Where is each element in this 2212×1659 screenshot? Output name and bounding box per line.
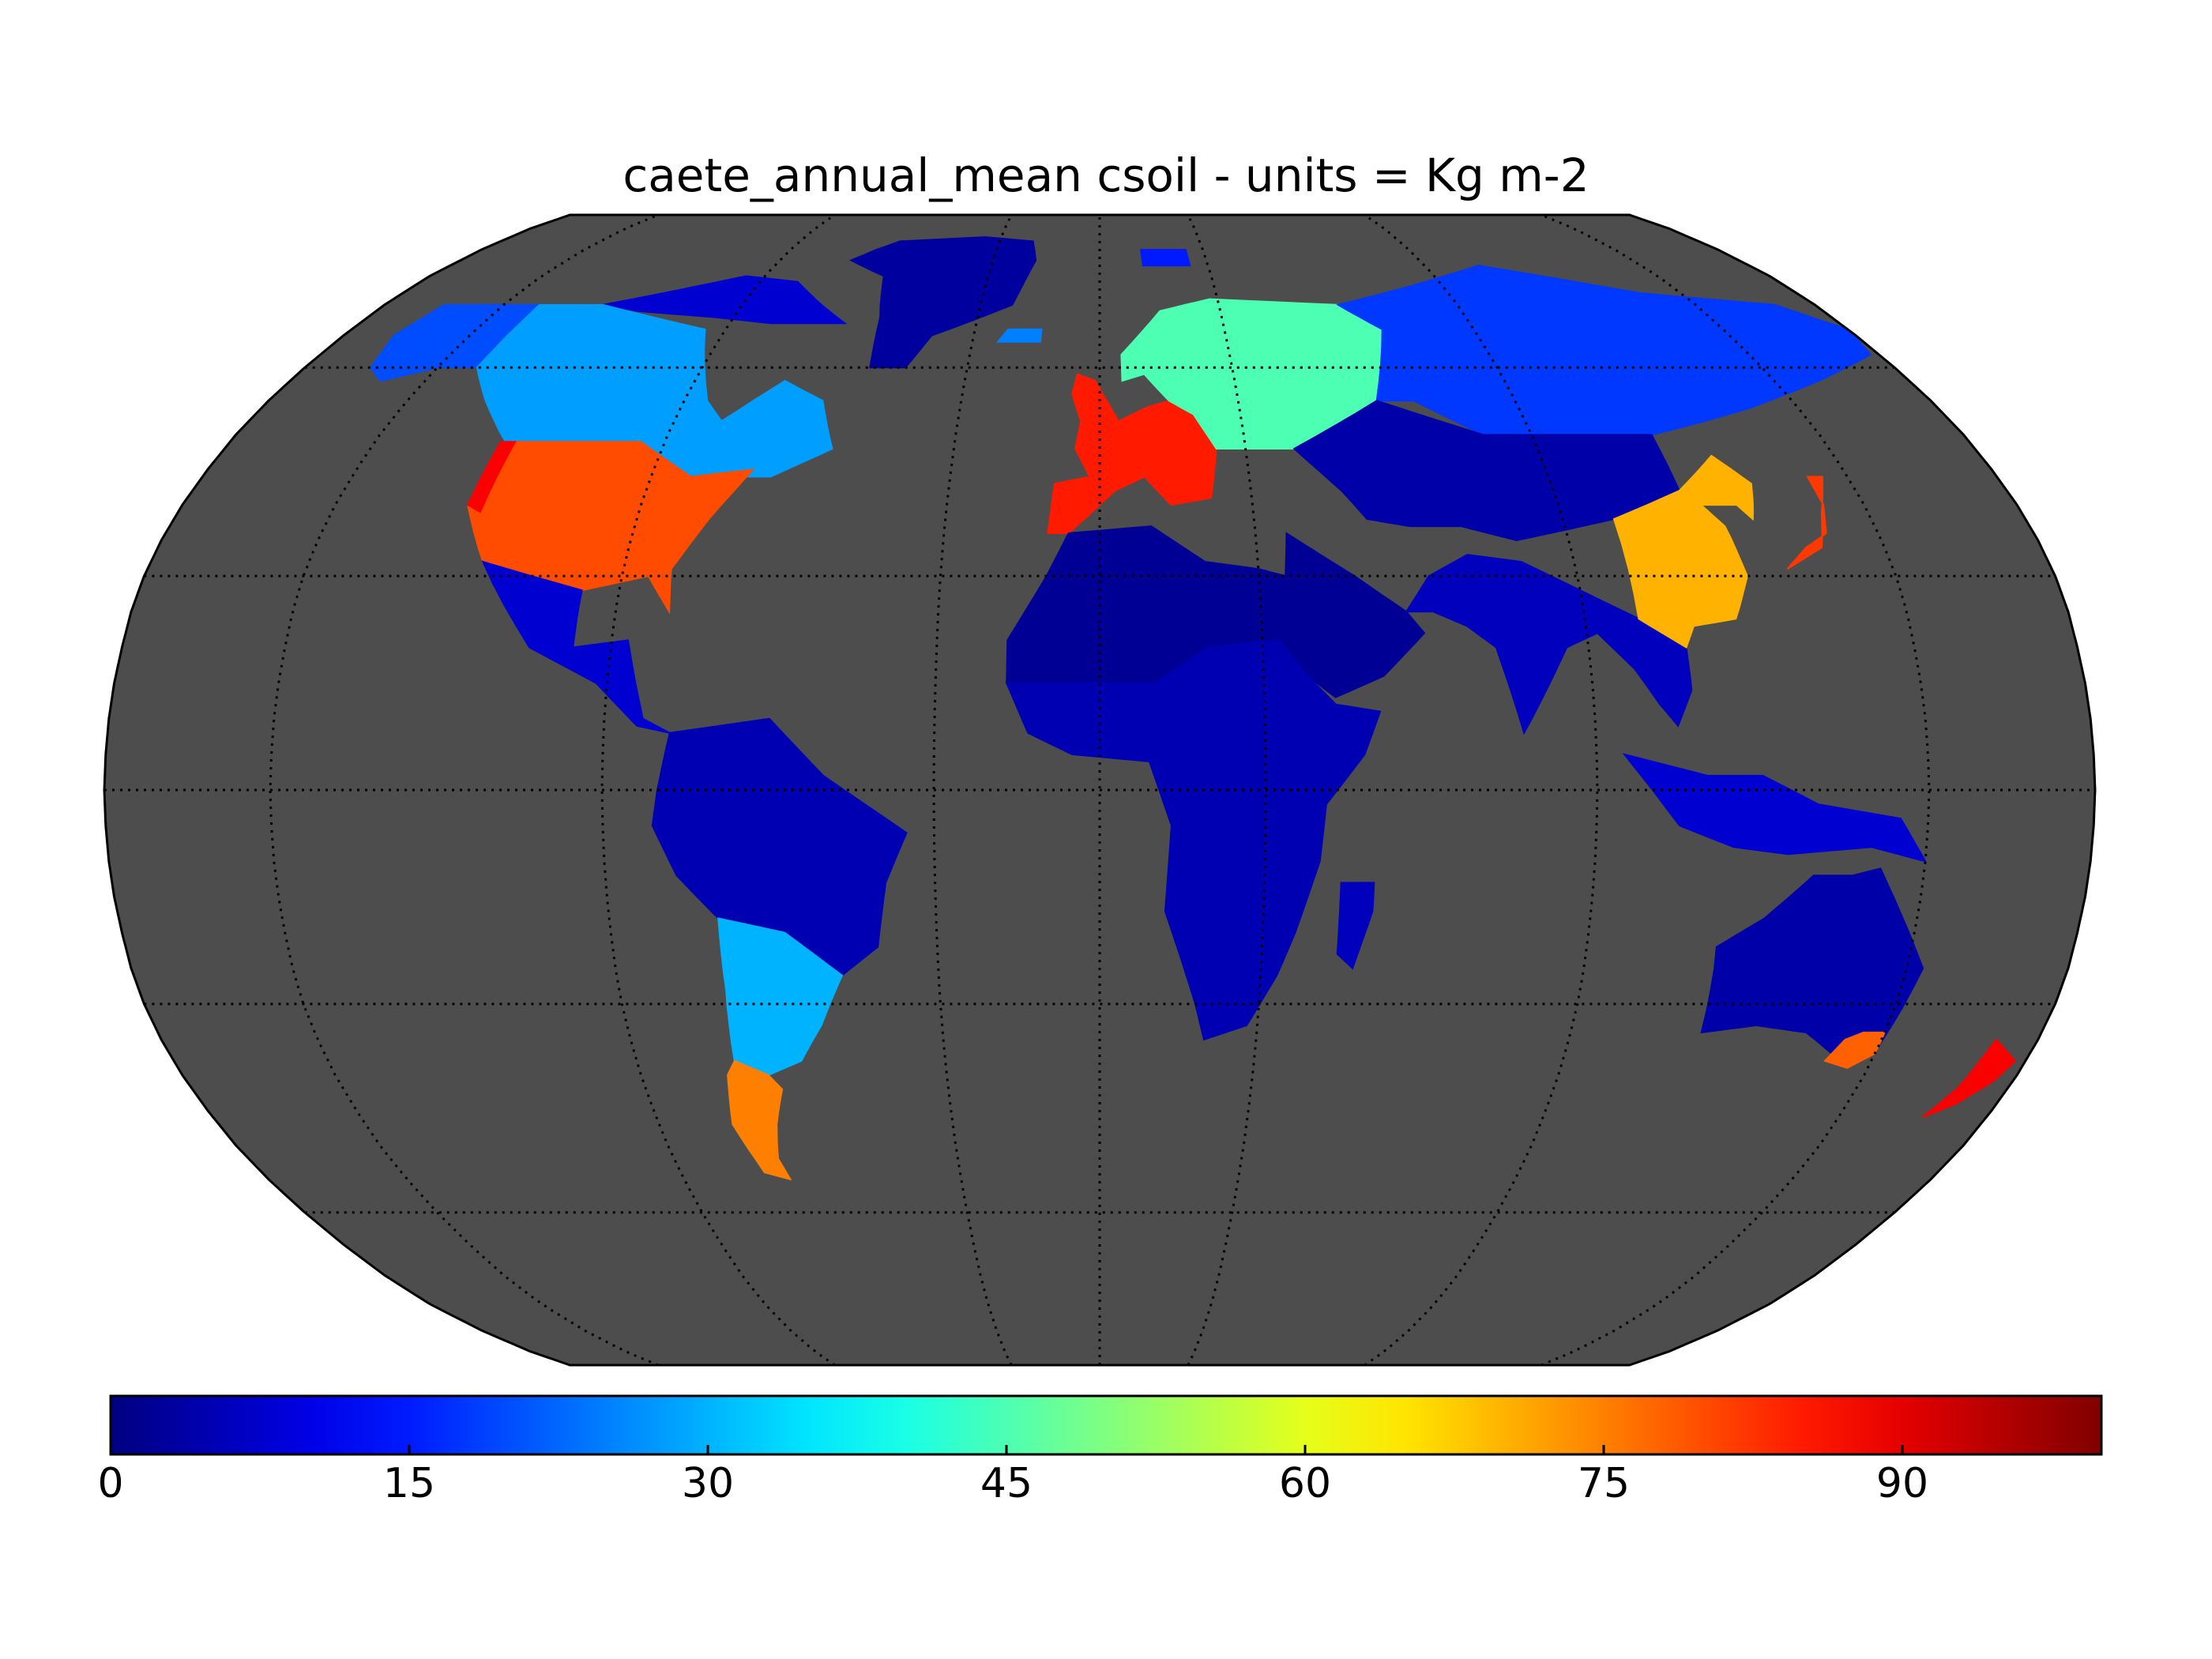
meridian-line: [932, 215, 1013, 1365]
meridian-line: [1540, 215, 1931, 1365]
region-indonesia: [1622, 753, 1928, 863]
region-arctic-canada: [603, 275, 848, 325]
colorbar-tick-label: 75: [1577, 1460, 1631, 1507]
graticule: [104, 215, 2095, 1365]
region-canada-boreal: [476, 303, 833, 478]
region-new-zealand: [1921, 1038, 2017, 1119]
region-japan: [1786, 476, 1827, 570]
region-madagascar: [1336, 882, 1375, 970]
region-southern-patagonia: [727, 1059, 792, 1181]
colorbar: [109, 1394, 2103, 1456]
colorbar-gradient: [111, 1396, 2101, 1454]
region-svalbard: [1140, 249, 1191, 267]
colorbar-tick-label: 0: [97, 1460, 124, 1507]
map-title: caete_annual_mean csoil - units = Kg m-2: [623, 149, 1589, 202]
region-western-europe: [1047, 373, 1217, 534]
meridian-line: [269, 215, 659, 1365]
colorbar-tick-label: 30: [681, 1460, 735, 1507]
region-central-america: [481, 560, 671, 734]
region-pacific-northwest: [466, 441, 517, 514]
region-iceland: [996, 328, 1043, 343]
region-south-asia: [1405, 554, 1693, 735]
colorbar-tick-label: 15: [382, 1460, 436, 1507]
colorbar-tick-label: 60: [1278, 1460, 1332, 1507]
colorbar-tick-label: 45: [980, 1460, 1033, 1507]
region-greenland: [849, 236, 1037, 369]
meridian-line: [1187, 215, 1267, 1365]
region-eastern-china: [1612, 454, 1755, 649]
region-australia: [1700, 867, 1924, 1063]
meridian-line: [1364, 215, 1599, 1365]
map-outline: [103, 213, 2097, 1367]
land-layer: [370, 236, 2017, 1181]
colorbar-tick-label: 90: [1875, 1460, 1929, 1507]
region-siberia: [1336, 265, 1872, 436]
colorbar-frame: [109, 1394, 2103, 1456]
meridian-line: [600, 215, 836, 1365]
region-pampas: [717, 917, 844, 1076]
colorbar-ticks: [109, 1445, 1904, 1454]
